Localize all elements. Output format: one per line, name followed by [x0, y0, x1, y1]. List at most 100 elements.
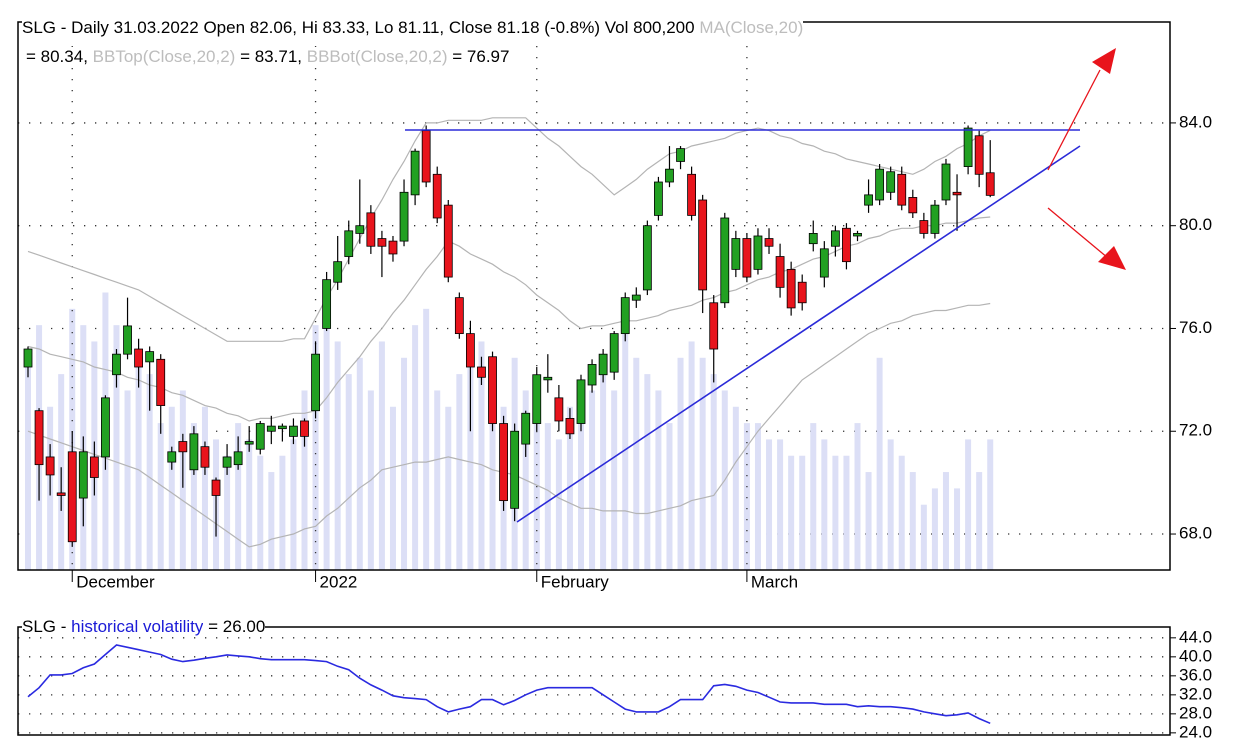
main-header-line-2: = 80.34, BBTop(Close,20,2) = 83.71, BBBo…	[26, 46, 510, 68]
candle-body	[123, 325, 132, 355]
volume-bar	[732, 406, 739, 570]
volume-bar	[467, 357, 474, 570]
candle-body	[974, 135, 984, 175]
volume-bar	[168, 406, 175, 570]
y-tick-label: 40.0	[1179, 646, 1212, 665]
volume-bar	[898, 455, 905, 570]
candle-body	[908, 197, 918, 214]
volume-bar	[699, 357, 706, 570]
volume-bar	[445, 406, 452, 570]
volume-bar	[389, 406, 396, 570]
volume-bar	[754, 423, 761, 570]
candle-body	[742, 238, 752, 278]
candle-body	[454, 297, 464, 335]
volume-bar	[887, 439, 894, 570]
candle-body	[819, 248, 829, 278]
volume-bar	[124, 390, 131, 570]
volume-bar	[544, 423, 551, 570]
candle-body	[521, 412, 531, 445]
volume-bar	[323, 292, 330, 570]
volume-bar	[412, 325, 419, 570]
candle-body	[842, 227, 851, 263]
candle-body	[587, 364, 597, 386]
volume-bar	[909, 472, 916, 570]
legend-volatility: historical volatility	[71, 617, 204, 636]
volume-bar	[920, 504, 927, 570]
y-tick-label: 68.0	[1179, 524, 1212, 543]
legend-volatility-value: = 26.00	[208, 617, 266, 636]
volume-bar	[611, 390, 618, 570]
volume-bar	[224, 455, 231, 570]
candle-body	[222, 456, 232, 468]
candle-body	[56, 492, 66, 496]
volume-bar	[345, 374, 352, 570]
y-tick-label: 24.0	[1179, 722, 1212, 740]
y-tick-label: 72.0	[1179, 421, 1212, 440]
arrow-down-shaft	[1047, 207, 1109, 259]
candle-body	[78, 451, 88, 499]
volatility-header: SLG - historical volatility = 26.00	[22, 616, 266, 638]
candle-body	[499, 423, 508, 502]
candle-body	[864, 194, 873, 206]
candle-body	[698, 199, 708, 291]
y-tick-label: 80.0	[1179, 215, 1212, 234]
volume-bar	[655, 390, 662, 570]
volume-bar	[279, 455, 286, 570]
volume-bar	[401, 357, 408, 570]
volume-bar	[777, 439, 784, 570]
main-header-line-1: SLG - Daily 31.03.2022 Open 82.06, Hi 83…	[22, 17, 804, 39]
candle-body	[34, 410, 44, 466]
volume-bar	[743, 423, 750, 570]
candle-body	[145, 351, 155, 363]
candle-body	[598, 353, 608, 376]
candle-body	[156, 358, 166, 406]
candle-body	[289, 425, 298, 437]
candle-body	[554, 397, 564, 422]
volume-bar	[113, 325, 120, 570]
candle-body	[244, 441, 254, 445]
candle-body	[919, 220, 929, 234]
volume-bar	[290, 439, 297, 570]
candle-body	[830, 230, 840, 247]
x-tick-label: December	[76, 572, 155, 591]
candle-body	[432, 173, 442, 219]
candle-body	[609, 333, 619, 373]
candle-body	[620, 297, 630, 335]
candle-body	[753, 235, 763, 270]
candle-body	[532, 374, 542, 424]
volume-bar	[589, 390, 596, 570]
volume-bar	[832, 455, 839, 570]
candle-body	[631, 294, 641, 301]
candle-body	[543, 376, 553, 381]
volume-bar	[423, 308, 430, 570]
volatility-line	[27, 644, 991, 725]
candle-body	[45, 456, 55, 476]
candle-body	[897, 173, 907, 206]
candle-body	[985, 172, 995, 196]
volume-bar	[334, 341, 341, 570]
arrow-down-head	[1098, 246, 1126, 270]
volume-bar	[456, 374, 463, 570]
volume-bar	[954, 488, 961, 570]
volume-bar	[799, 455, 806, 570]
axis-layer: 68.0 72.0 76.0 80.0 84.0 December 2022 February…	[71, 112, 1212, 740]
volume-bar	[865, 472, 872, 570]
volume-bar	[710, 374, 717, 570]
volume-bar	[566, 406, 573, 570]
band-line	[27, 117, 991, 342]
volume-bar	[766, 439, 773, 570]
candle-body	[853, 233, 862, 237]
y-tick-label: 76.0	[1179, 318, 1212, 337]
volume-bar	[843, 455, 850, 570]
candle-body	[333, 261, 343, 283]
volume-bar	[931, 488, 938, 570]
plot-layer	[18, 24, 1170, 734]
main-title: SLG - Daily 31.03.2022 Open 82.06, Hi 83…	[22, 18, 695, 37]
volume-bar	[157, 423, 164, 570]
candle-body	[421, 130, 431, 183]
y-tick-label: 32.0	[1179, 684, 1212, 703]
legend-bbtop-value: = 83.71,	[240, 47, 302, 66]
candle-body	[189, 433, 199, 471]
volume-bar	[201, 406, 208, 570]
candle-body	[211, 479, 221, 496]
